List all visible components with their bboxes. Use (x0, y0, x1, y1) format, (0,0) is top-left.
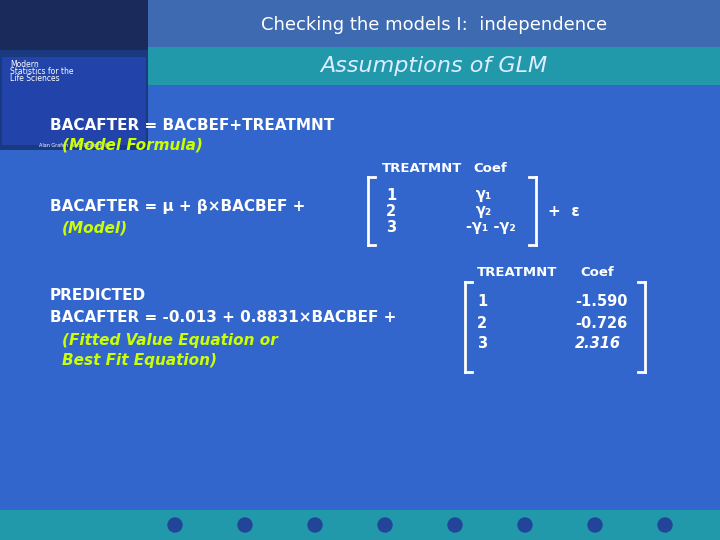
Circle shape (238, 518, 252, 532)
Text: TREATMNT: TREATMNT (382, 161, 462, 174)
Text: -γ₁ -γ₂: -γ₁ -γ₂ (466, 219, 516, 234)
Circle shape (588, 518, 602, 532)
Bar (148, 0, 720, 50)
Circle shape (378, 518, 392, 532)
Text: Life Sciences: Life Sciences (10, 74, 60, 83)
Bar (0, 510, 720, 540)
Text: 2: 2 (477, 315, 487, 330)
Text: 2: 2 (386, 204, 396, 219)
Text: 3: 3 (477, 336, 487, 352)
Circle shape (448, 518, 462, 532)
Text: (Model Formula): (Model Formula) (62, 138, 203, 152)
Text: 1: 1 (386, 187, 396, 202)
Text: Assumptions of GLM: Assumptions of GLM (320, 56, 548, 76)
Text: 3: 3 (386, 219, 396, 234)
Text: Coef: Coef (580, 266, 613, 279)
Text: -1.590: -1.590 (575, 294, 628, 309)
Bar (0, 0, 148, 50)
Circle shape (168, 518, 182, 532)
Text: -0.726: -0.726 (575, 315, 627, 330)
Bar (0, 50, 148, 150)
Text: BACAFTER = -0.013 + 0.8831×BACBEF +: BACAFTER = -0.013 + 0.8831×BACBEF + (50, 310, 397, 326)
Text: Coef: Coef (473, 161, 507, 174)
Text: Checking the models I:  independence: Checking the models I: independence (261, 16, 607, 34)
Text: TREATMNT: TREATMNT (477, 266, 557, 279)
Text: Modern: Modern (10, 60, 39, 69)
Bar (2, 57, 146, 145)
Text: Statistics for the: Statistics for the (10, 67, 73, 76)
Circle shape (308, 518, 322, 532)
Text: BACAFTER = BACBEF+TREATMNT: BACAFTER = BACBEF+TREATMNT (50, 118, 334, 132)
Text: PREDICTED: PREDICTED (50, 288, 146, 303)
Circle shape (658, 518, 672, 532)
Text: +  ε: + ε (548, 204, 580, 219)
Text: (Fitted Value Equation or: (Fitted Value Equation or (62, 333, 278, 348)
Text: BACAFTER = μ + β×BACBEF +: BACAFTER = μ + β×BACBEF + (50, 199, 305, 214)
Bar (0, 47, 148, 85)
Bar (148, 47, 720, 85)
Text: (Model): (Model) (62, 220, 128, 235)
Text: Best Fit Equation): Best Fit Equation) (62, 353, 217, 368)
Text: γ₁: γ₁ (476, 187, 492, 202)
Circle shape (518, 518, 532, 532)
Text: γ₂: γ₂ (476, 204, 492, 219)
Text: 1: 1 (477, 294, 487, 309)
Text: 2.316: 2.316 (575, 336, 621, 352)
Text: Alan Grafen  and  Rosie Hails: Alan Grafen and Rosie Hails (39, 143, 109, 148)
